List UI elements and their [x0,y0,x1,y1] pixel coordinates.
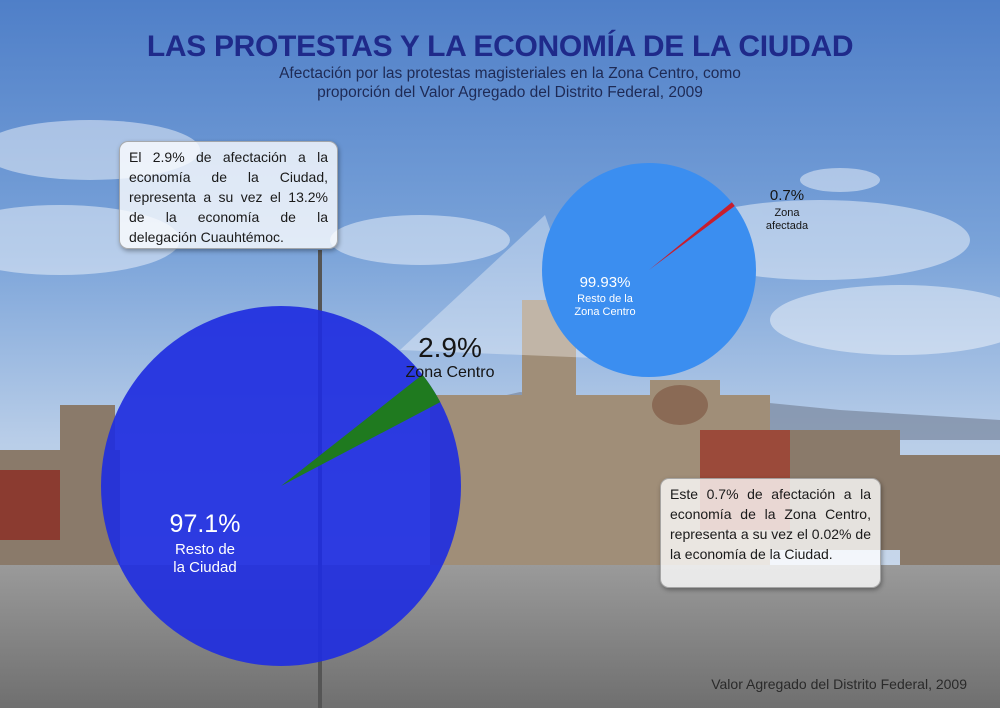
slice-value-resto-zona-centro: 99.93% [580,274,631,291]
pie-slice-zona-centro [281,374,441,486]
subtitle-line-1: Afectación por las protestas magisterial… [279,65,741,82]
callout-centro-share: Este 0.7% de afectación a la economía de… [660,478,881,588]
slice-value-resto-ciudad: 97.1% [170,510,241,538]
slice-label-zona-afectada-1: Zona [774,207,800,219]
slice-label-resto-ciudad-1: Resto de [175,541,235,558]
slice-label-resto-zona-centro-1: Resto de la [577,293,634,305]
slice-label-resto-ciudad-2: la Ciudad [173,559,236,576]
slice-value-zona-afectada: 0.7% [770,187,804,204]
slice-label-resto-zona-centro-2: Zona Centro [574,306,635,318]
chart-subtitle: Afectación por las protestas magisterial… [230,64,790,102]
city-pie: 97.1% Resto de la Ciudad [101,306,461,666]
pie-slice-zona-afectada [649,202,735,270]
slice-label-zona-centro: Zona Centro [406,364,495,381]
subtitle-line-2: proporción del Valor Agregado del Distri… [317,84,703,101]
source-note: Valor Agregado del Distrito Federal, 200… [711,676,967,692]
chart-title: LAS PROTESTAS Y LA ECONOMÍA DE LA CIUDAD [146,30,854,63]
centro-pie: 99.93% Resto de la Zona Centro [542,163,756,377]
slice-value-zona-centro: 2.9% [418,332,482,363]
slice-label-zona-afectada-2: afectada [766,220,809,232]
callout-city-share: El 2.9% de afectación a la economía de l… [119,141,338,249]
